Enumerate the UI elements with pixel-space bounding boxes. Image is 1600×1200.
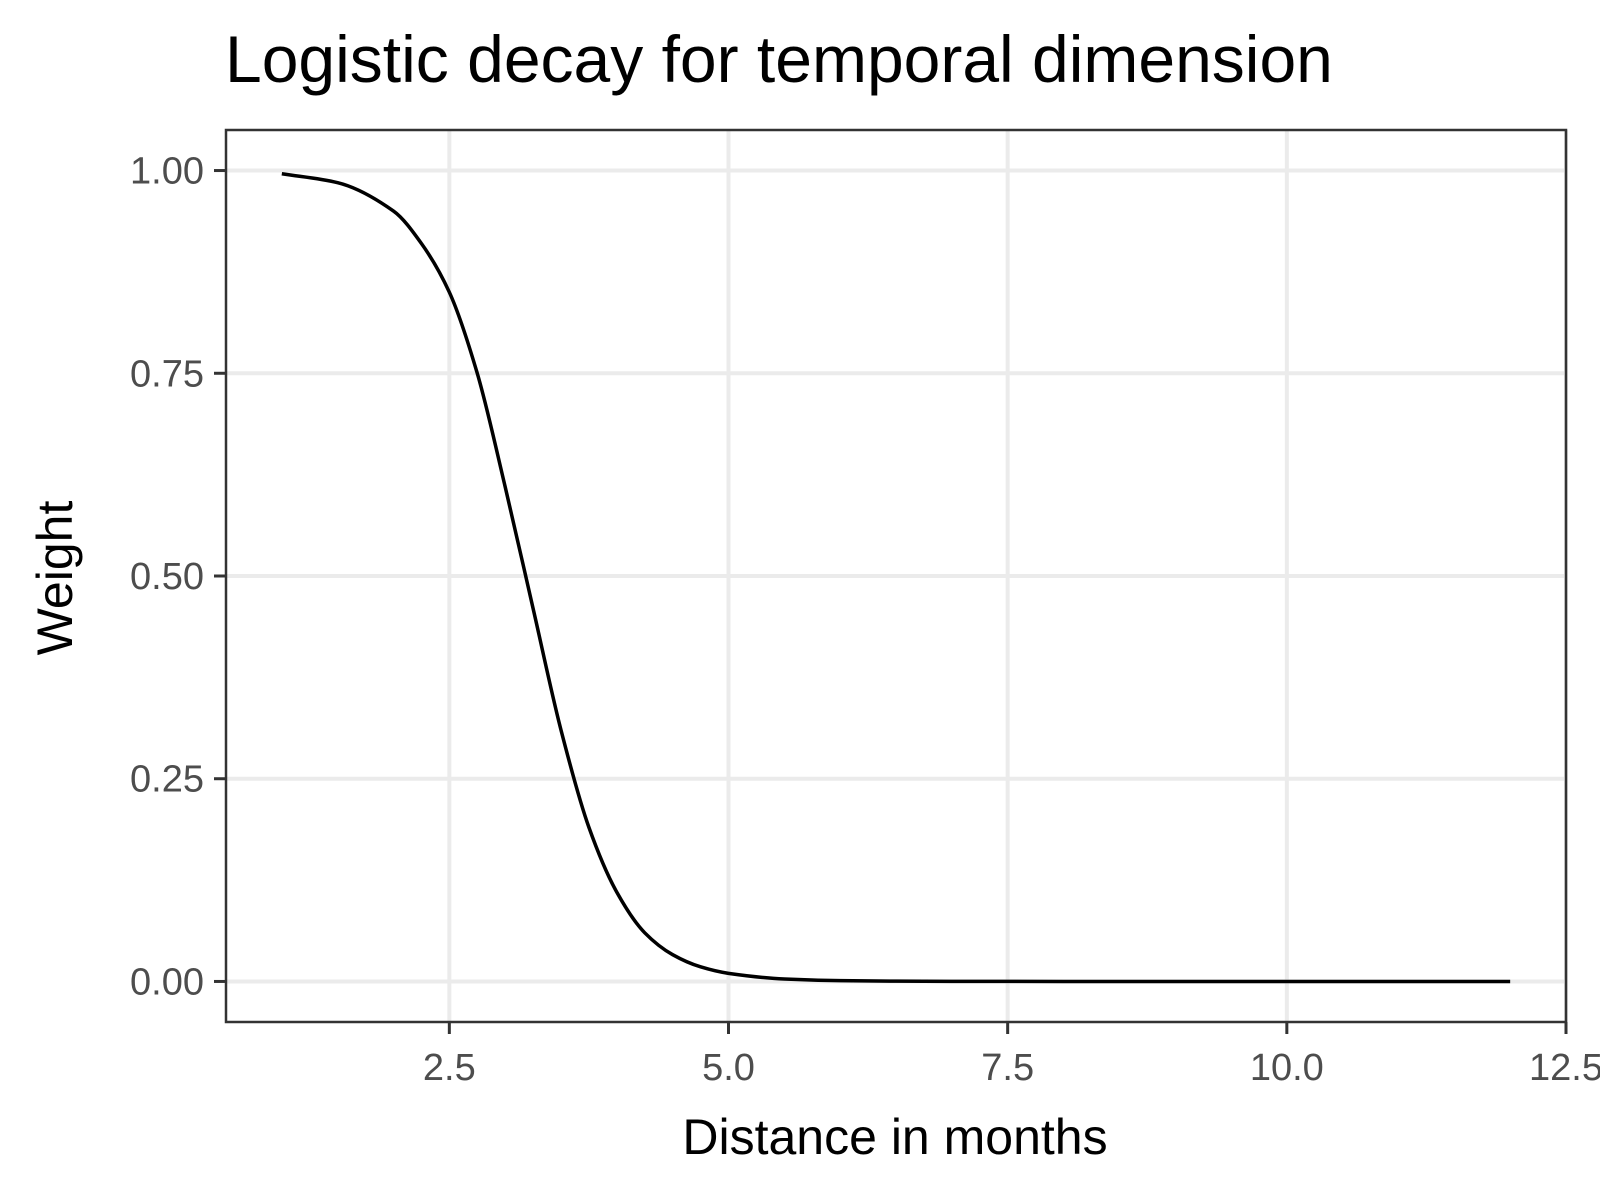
y-tick-label: 0.00: [130, 961, 204, 1003]
y-tick-label: 0.75: [130, 353, 204, 395]
chart-title: Logistic decay for temporal dimension: [225, 22, 1333, 96]
series-layer: [281, 172, 1511, 984]
x-tick-label: 5.0: [702, 1047, 755, 1089]
x-axis-title: Distance in months: [682, 1109, 1107, 1165]
x-tick-label: 2.5: [423, 1047, 476, 1089]
y-tick-label: 0.50: [130, 556, 204, 598]
y-axis-title: Weight: [27, 501, 83, 656]
y-tick-label: 1.00: [130, 151, 204, 193]
y-tick-label: 0.25: [130, 759, 204, 801]
series-line: [281, 172, 1511, 984]
tick-layer: 2.5 5.0 7.5 10.0 12.5 0.00 0.25 0.50 0.75 1.00: [130, 151, 1600, 1089]
x-tick-label: 12.5: [1529, 1047, 1600, 1089]
x-tick-label: 7.5: [981, 1047, 1034, 1089]
x-tick-label: 10.0: [1250, 1047, 1324, 1089]
